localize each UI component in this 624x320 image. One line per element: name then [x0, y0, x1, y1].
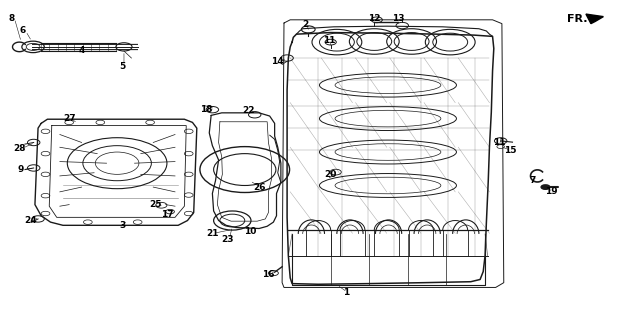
- Text: 28: 28: [13, 144, 26, 153]
- Text: 2: 2: [303, 20, 309, 29]
- Text: FR.: FR.: [567, 14, 588, 24]
- Text: 15: 15: [504, 146, 516, 155]
- Text: 1: 1: [343, 288, 349, 297]
- Text: 3: 3: [119, 221, 125, 230]
- Text: 5: 5: [119, 61, 125, 70]
- Text: 17: 17: [161, 210, 174, 219]
- Text: 22: 22: [242, 106, 255, 115]
- Text: 11: 11: [323, 36, 335, 45]
- Text: 21: 21: [206, 229, 218, 238]
- Text: 23: 23: [222, 235, 234, 244]
- Text: 9: 9: [17, 165, 24, 174]
- Text: 4: 4: [79, 45, 85, 55]
- Text: 6: 6: [19, 27, 26, 36]
- Text: 12: 12: [368, 14, 381, 23]
- Text: 14: 14: [271, 57, 284, 66]
- Text: 19: 19: [545, 188, 558, 196]
- Text: 24: 24: [24, 216, 37, 225]
- Text: 20: 20: [324, 170, 337, 179]
- Text: 8: 8: [9, 14, 15, 23]
- Text: 11: 11: [492, 138, 505, 147]
- Text: 13: 13: [392, 14, 404, 23]
- Text: 10: 10: [243, 227, 256, 236]
- Polygon shape: [586, 14, 603, 24]
- Text: 27: 27: [63, 114, 76, 123]
- Circle shape: [541, 185, 550, 189]
- Text: 25: 25: [149, 200, 162, 209]
- Text: 26: 26: [253, 183, 265, 192]
- Text: 18: 18: [200, 105, 212, 114]
- Text: 16: 16: [262, 270, 275, 279]
- Text: 7: 7: [530, 176, 536, 185]
